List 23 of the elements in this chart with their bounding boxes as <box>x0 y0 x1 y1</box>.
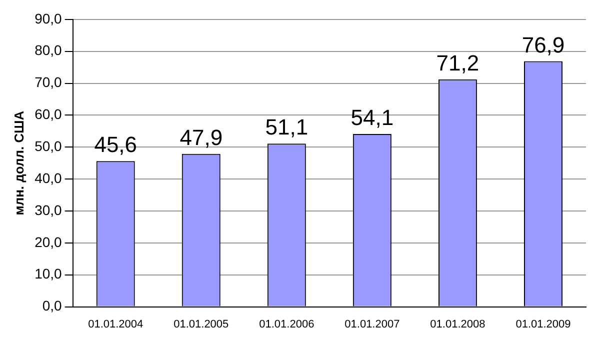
x-tick-label: 01.01.2005 <box>174 318 229 330</box>
y-tick-label: 0,0 <box>42 298 62 314</box>
x-tick-label: 01.01.2008 <box>430 318 486 330</box>
y-axis-title: млн. долл. США <box>11 110 26 216</box>
y-tick-label: 40,0 <box>34 170 62 186</box>
data-label: 51,1 <box>265 114 308 140</box>
y-tick-label: 30,0 <box>34 202 62 218</box>
data-label: 54,1 <box>350 105 394 130</box>
y-tick-label: 60,0 <box>34 106 62 122</box>
x-tick-label: 01.01.2004 <box>88 318 144 330</box>
data-label: 71,2 <box>436 50 480 76</box>
y-tick-label: 80,0 <box>34 42 62 58</box>
x-tick-label: 01.01.2006 <box>259 318 314 330</box>
data-label: 45,6 <box>94 132 138 158</box>
y-tick-label: 10,0 <box>34 266 62 282</box>
data-label: 47,9 <box>180 124 223 150</box>
y-tick-label: 20,0 <box>34 234 62 250</box>
y-tick-label: 70,0 <box>34 74 62 90</box>
x-tick-label: 01.01.2007 <box>344 318 400 330</box>
y-tick-label: 50,0 <box>34 138 62 154</box>
data-label: 76,9 <box>522 32 565 58</box>
y-tick-label: 90,0 <box>34 10 62 26</box>
x-tick-label: 01.01.2009 <box>516 318 571 330</box>
